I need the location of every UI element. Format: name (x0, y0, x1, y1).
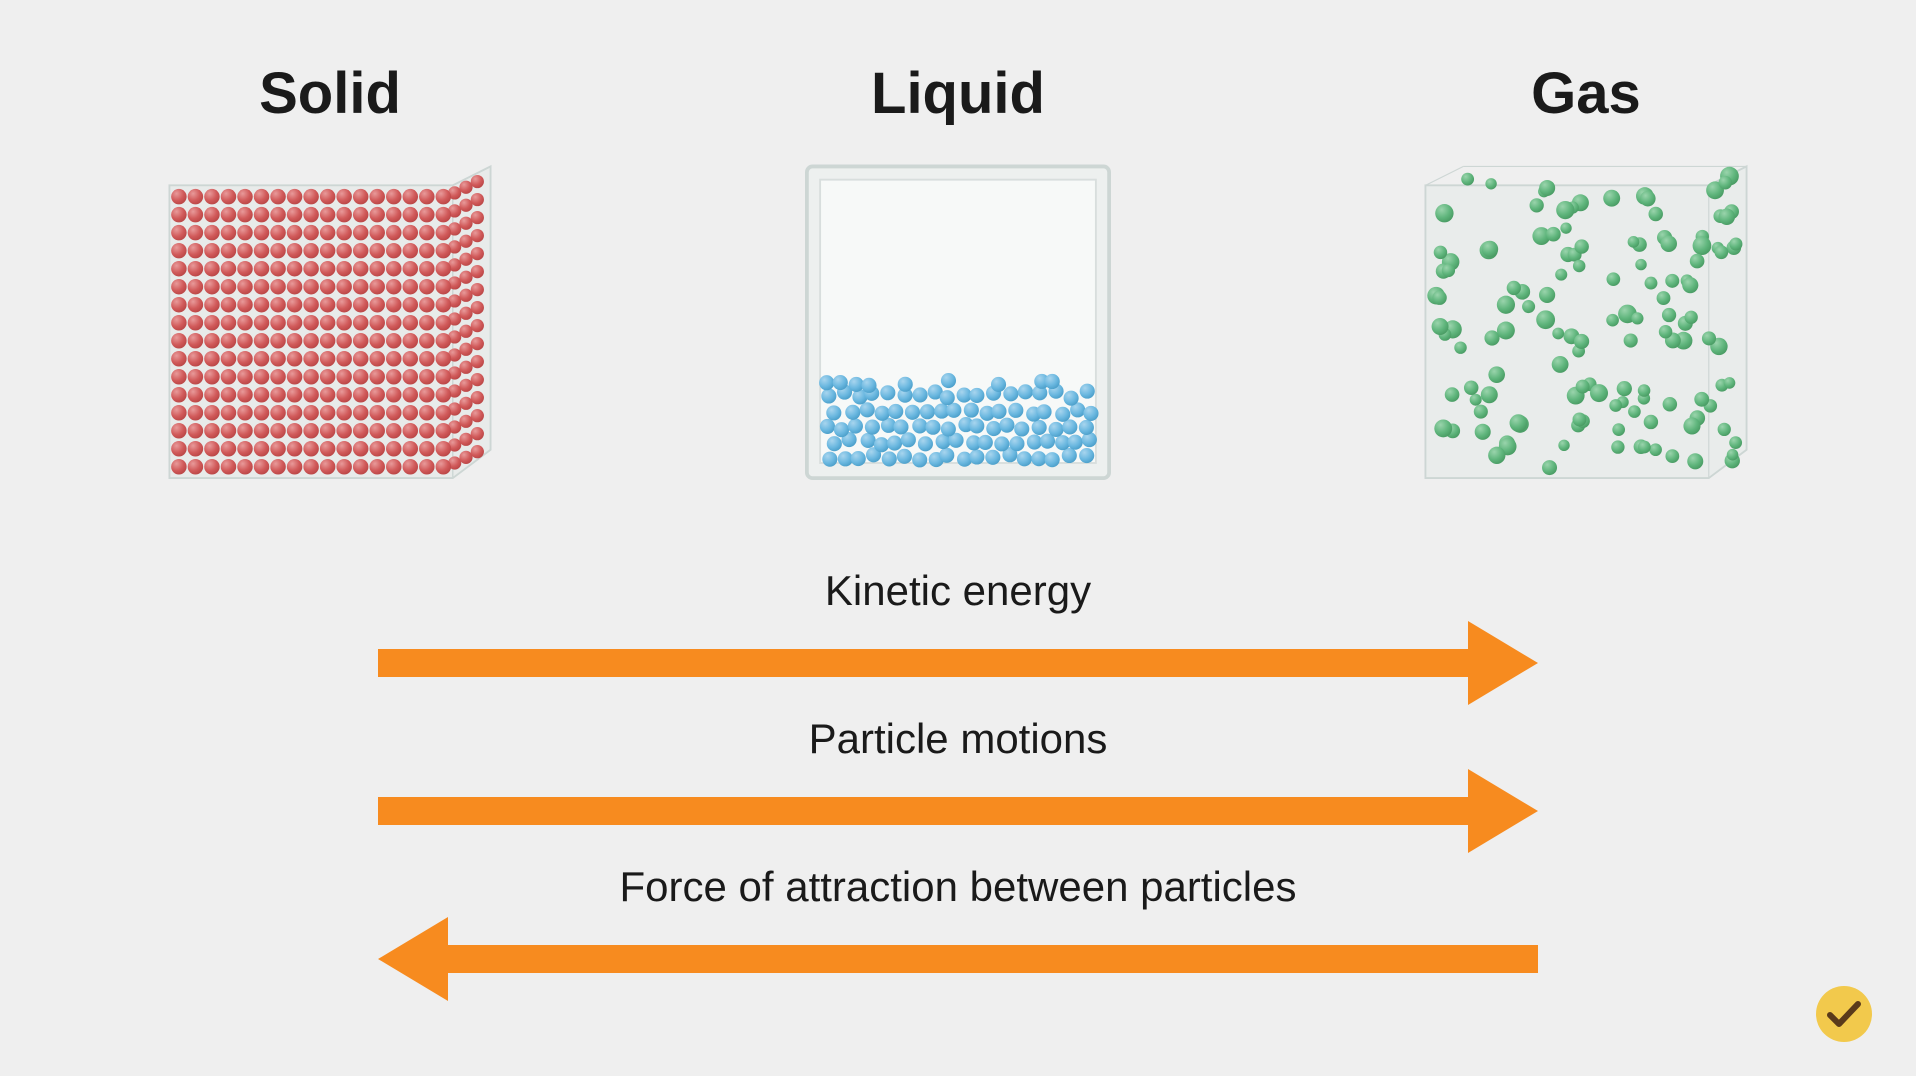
liquid-container (788, 157, 1128, 497)
liquid-title: Liquid (871, 60, 1045, 127)
arrow-right-icon (378, 769, 1538, 853)
state-solid: Solid (120, 60, 540, 497)
liquid-diagram (788, 157, 1128, 497)
gas-diagram (1416, 157, 1756, 497)
arrow-label: Force of attraction between particles (619, 863, 1296, 911)
arrow-left-icon (378, 917, 1538, 1001)
arrow-group: Kinetic energy (378, 567, 1538, 705)
checkmark-badge-icon (1812, 982, 1876, 1046)
gas-title: Gas (1531, 60, 1641, 127)
arrows-section: Kinetic energy Particle motions Force of a… (0, 567, 1916, 1001)
arrow-right-icon (378, 621, 1538, 705)
state-liquid: Liquid (748, 60, 1168, 497)
solid-title: Solid (259, 60, 401, 127)
arrow-label: Particle motions (809, 715, 1108, 763)
state-gas: Gas (1376, 60, 1796, 497)
solid-diagram (160, 157, 500, 497)
states-row: Solid Liqui (0, 0, 1916, 497)
arrow-group: Force of attraction between particles (378, 863, 1538, 1001)
solid-container (160, 157, 500, 497)
arrow-label: Kinetic energy (825, 567, 1091, 615)
arrow-group: Particle motions (378, 715, 1538, 853)
gas-container (1416, 157, 1756, 497)
